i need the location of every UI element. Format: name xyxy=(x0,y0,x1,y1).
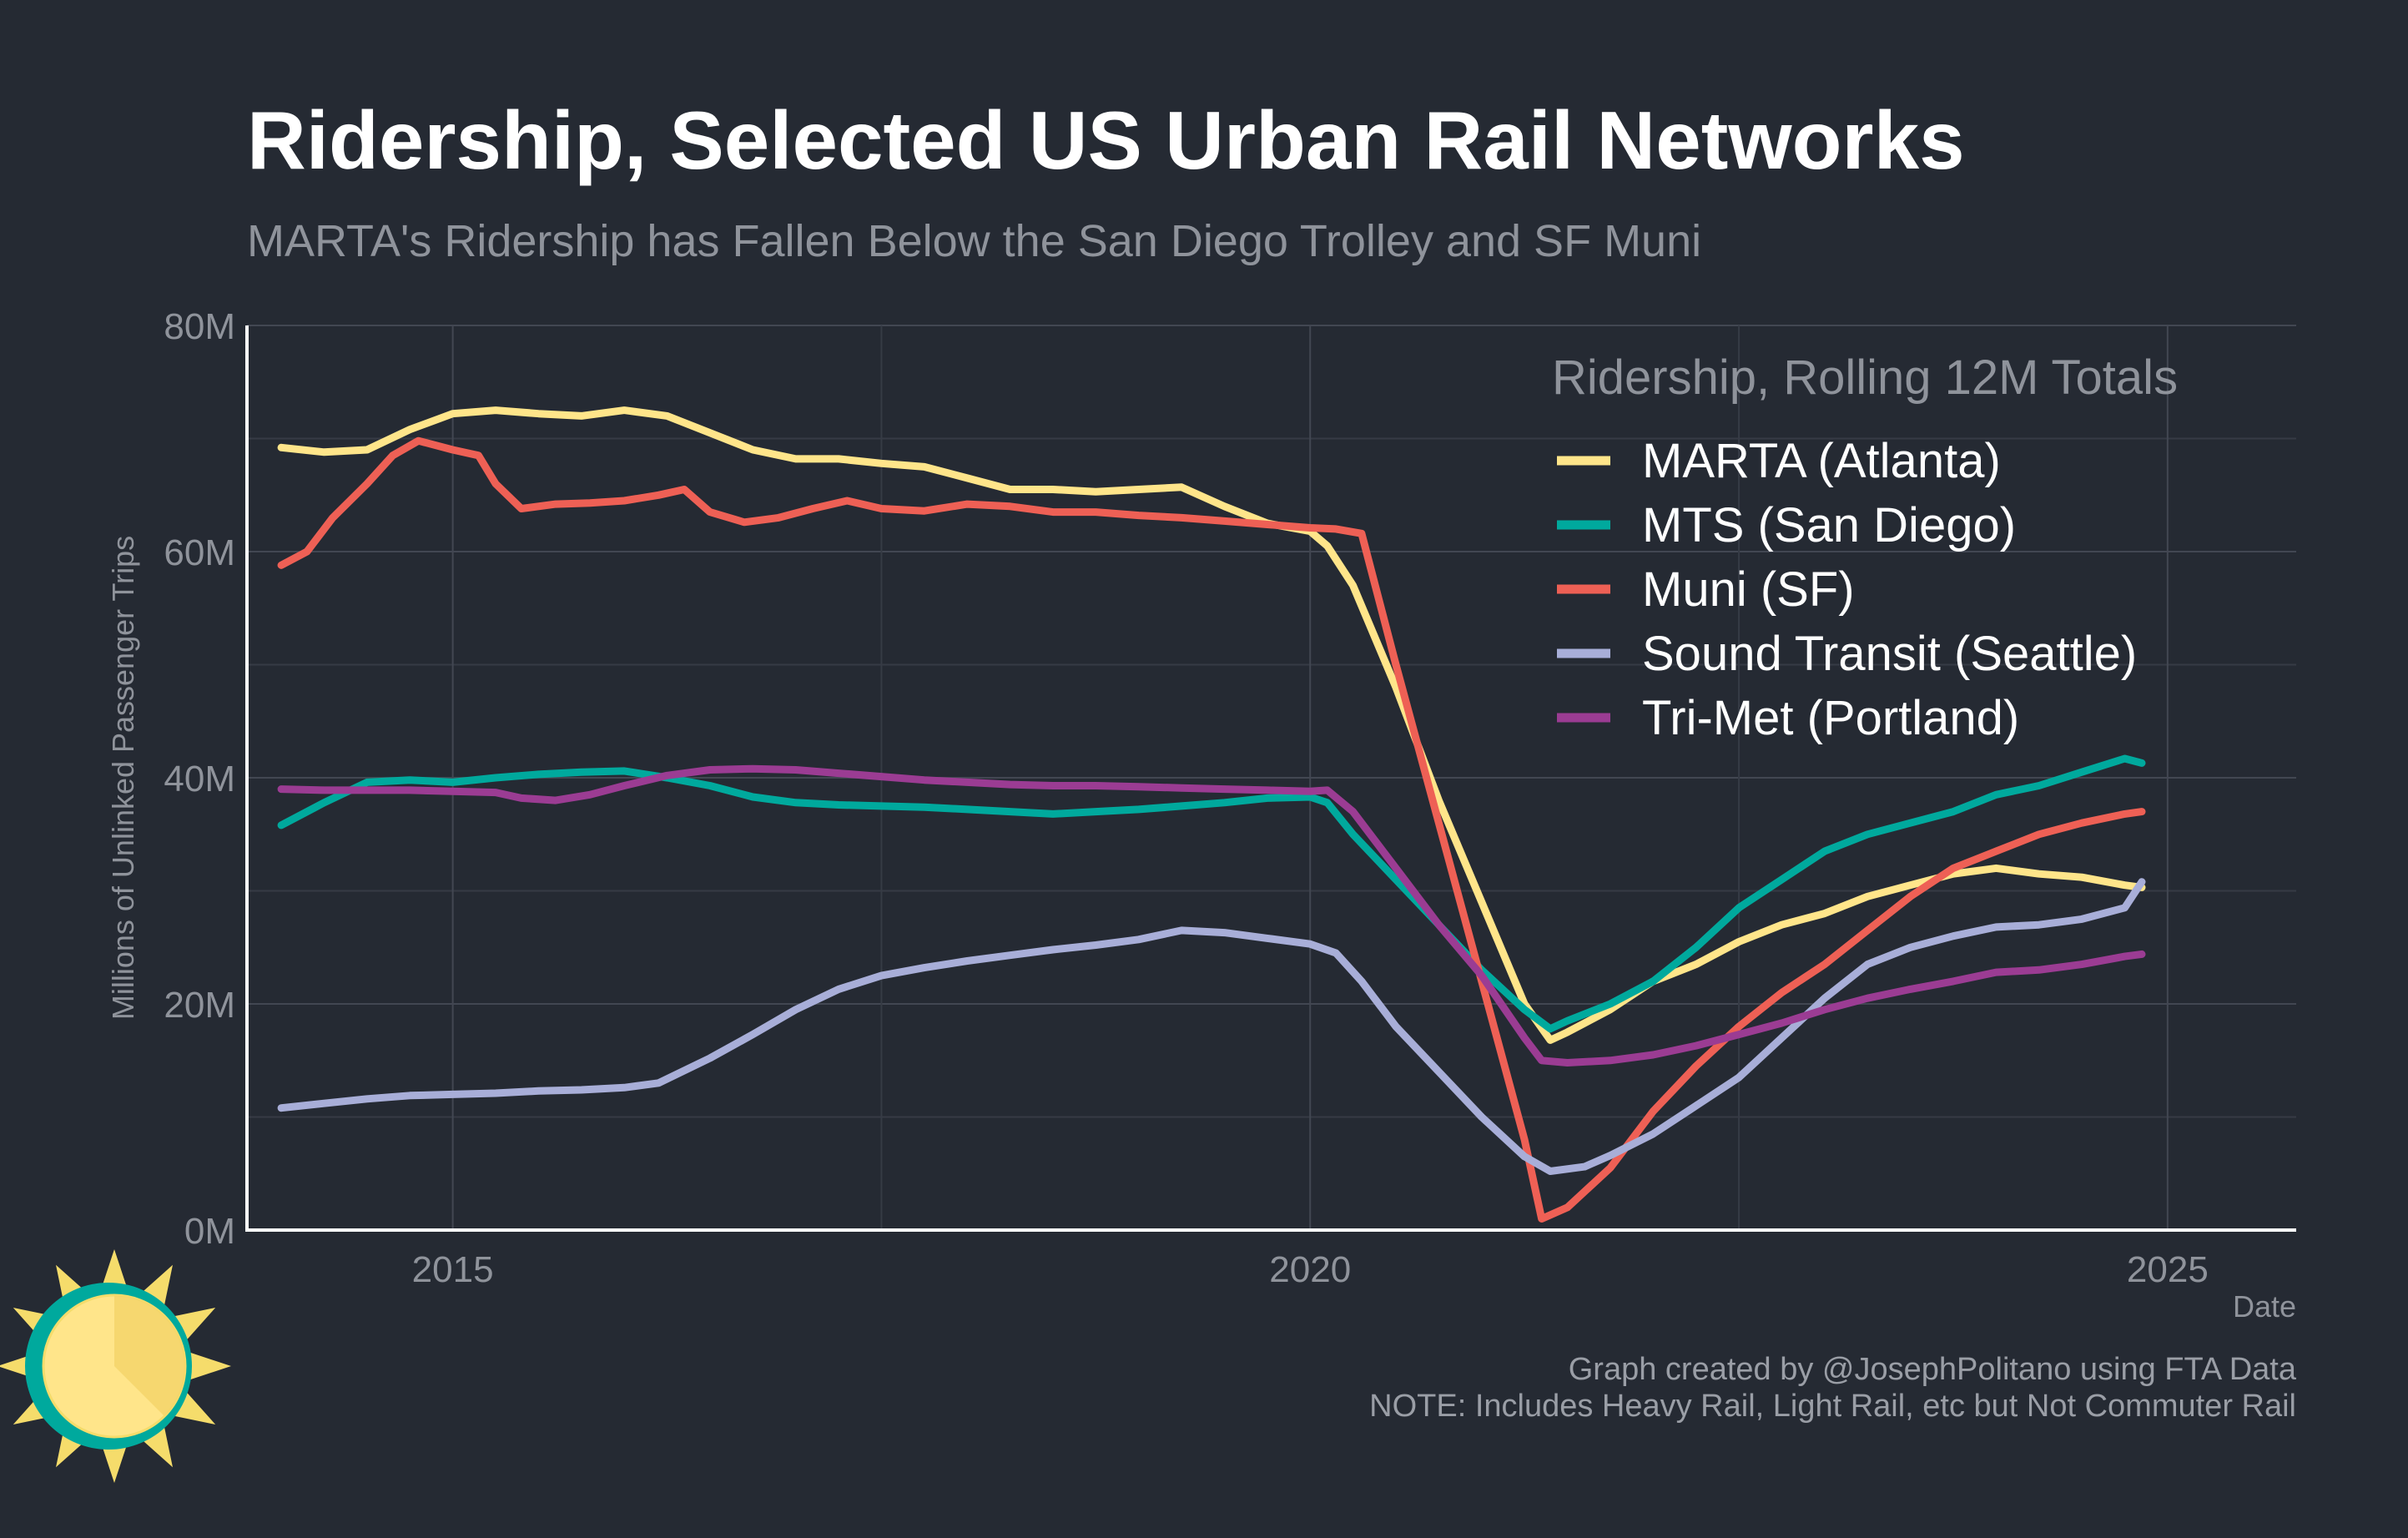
y-tick-label: 40M xyxy=(164,759,235,799)
x-tick-label: 2015 xyxy=(412,1249,494,1290)
series-line xyxy=(277,754,2146,1033)
legend-entry: MARTA (Atlanta) xyxy=(1642,434,2001,488)
x-tick-label: 2025 xyxy=(2127,1249,2209,1290)
chart-title: Ridership, Selected US Urban Rail Networ… xyxy=(247,94,1965,186)
x-axis-label: Date xyxy=(2233,1289,2296,1324)
grid-lines xyxy=(247,325,2296,1230)
legend-entry: Sound Transit (Seattle) xyxy=(1642,627,2137,681)
series-line xyxy=(277,436,2146,1223)
x-tick-label: 2020 xyxy=(1269,1249,1351,1290)
y-axis-label: Millions of Unlinked Passenger Trips xyxy=(106,536,140,1020)
series-line xyxy=(277,764,2146,1067)
sun-logo-icon xyxy=(0,1249,231,1483)
y-tick-label: 80M xyxy=(164,306,235,347)
chart-subtitle: MARTA's Ridership has Fallen Below the S… xyxy=(247,216,1702,266)
y-tick-label: 20M xyxy=(164,985,235,1026)
legend-entry: Muni (SF) xyxy=(1642,562,1855,617)
legend-entry: MTS (San Diego) xyxy=(1642,498,2016,552)
series-line xyxy=(277,878,2146,1175)
y-tick-label: 0M xyxy=(184,1211,235,1252)
footer-note: NOTE: Includes Heavy Rail, Light Rail, e… xyxy=(1369,1389,2296,1424)
legend: Ridership, Rolling 12M Totals MARTA (Atla… xyxy=(1552,350,2178,745)
legend-title: Ridership, Rolling 12M Totals xyxy=(1552,350,2178,405)
y-tick-label: 60M xyxy=(164,532,235,573)
series-lines xyxy=(277,406,2146,1223)
footer-credit: Graph created by @JosephPolitano using F… xyxy=(1568,1352,2296,1387)
legend-entry: Tri-Met (Portland) xyxy=(1642,691,2019,745)
axes: 0M 20M 40M 60M 80M 2015 2020 2025 Millions of Un… xyxy=(106,306,2296,1324)
